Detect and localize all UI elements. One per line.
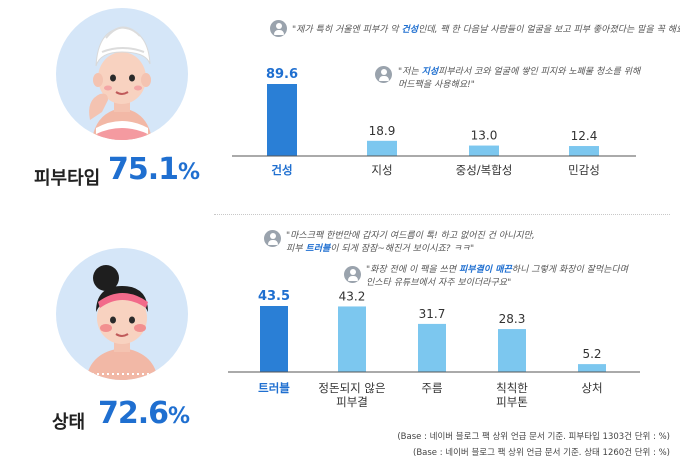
woman-towel-icon <box>89 26 152 140</box>
quote-highlight: 건성 <box>401 25 419 35</box>
user-icon <box>344 266 361 283</box>
value-label: 89.6 <box>266 67 298 82</box>
skin-type-percent: 75.1% <box>108 152 200 187</box>
bar <box>469 145 499 156</box>
skin-condition-percent: 72.6% <box>98 396 190 431</box>
quote-oily-skin: "저는 지성피부라서 코와 얼굴에 쌓인 피지와 노폐물 청소를 위해 머드팩을… <box>398 67 641 90</box>
footnote-skin-condition: (Base : 네이버 블로그 팩 상위 언급 문서 기준. 상태 1260건 … <box>413 448 670 458</box>
value-label: 5.2 <box>582 347 601 361</box>
value-label: 28.3 <box>499 312 526 326</box>
user-icon <box>375 66 392 83</box>
skin-condition-label: 상태 <box>52 412 86 433</box>
category-label: 트러블 <box>258 381 290 395</box>
bar <box>260 306 288 372</box>
quote-trouble: "마스크팩 한번만에 갑자기 여드름이 톡! 하고 없어진 건 아니지만, 피부… <box>286 231 535 254</box>
footnote-skin-type: (Base : 네이버 블로그 팩 상위 언급 문서 기준. 피부타입 1303… <box>397 432 670 442</box>
user-icon <box>270 20 287 37</box>
quote-dry-skin: "제가 특히 거울엔 피부가 악 건성인데, 팩 한 다음날 사람들이 얼굴을 … <box>292 25 680 35</box>
category-label: 상처 <box>581 381 602 395</box>
quote-texture: "화장 전에 이 팩을 쓰면 피부결이 매끈하니 그렇게 화장이 잘먹는다며 인… <box>366 265 629 288</box>
category-label: 칙칙한 피부톤 <box>496 381 528 409</box>
skin-condition-percent-unit: % <box>168 404 190 429</box>
category-label: 건성 <box>271 163 292 177</box>
value-label: 13.0 <box>471 129 498 143</box>
skin-condition-bar-chart: 43.5 트러블 43.2 정돈되지 않은 피부결 31.7 주름 28.3 칙칙한 피부톤 5.2… <box>228 289 640 409</box>
section-divider <box>214 214 670 215</box>
category-label: 정돈되지 않은 피부결 <box>318 381 385 409</box>
value-label: 18.9 <box>369 124 396 138</box>
category-label: 지성 <box>371 163 392 177</box>
skin-type-percent-unit: % <box>178 160 200 185</box>
bar <box>569 146 599 156</box>
skin-condition-illustration <box>56 248 188 380</box>
bar <box>267 84 297 156</box>
quote-highlight: 트러블 <box>305 244 331 254</box>
bar <box>498 329 526 372</box>
bar <box>367 140 397 156</box>
skin-type-percent-number: 75.1 <box>108 152 179 187</box>
skin-condition-percent-number: 72.6 <box>98 396 169 431</box>
bar <box>338 306 366 372</box>
user-icon <box>264 230 281 247</box>
value-label: 43.2 <box>339 289 366 303</box>
value-label: 12.4 <box>571 129 598 143</box>
skin-type-label: 피부타입 <box>34 168 101 189</box>
category-label: 중성/복합성 <box>456 163 513 177</box>
woman-headband-icon <box>86 265 158 380</box>
bar <box>578 364 606 372</box>
skin-type-bar-chart: 89.6 건성 18.9 지성 13.0 중성/복합성 12.4 민감성 <box>232 67 636 177</box>
value-label: 43.5 <box>258 289 290 304</box>
value-label: 31.7 <box>419 307 446 321</box>
bar <box>418 323 446 372</box>
category-label: 주름 <box>421 381 442 395</box>
quote-highlight: 지성 <box>421 67 439 77</box>
skin-type-illustration <box>56 8 188 140</box>
category-label: 민감성 <box>568 163 600 177</box>
quote-highlight: 피부결이 매끈 <box>458 265 512 275</box>
